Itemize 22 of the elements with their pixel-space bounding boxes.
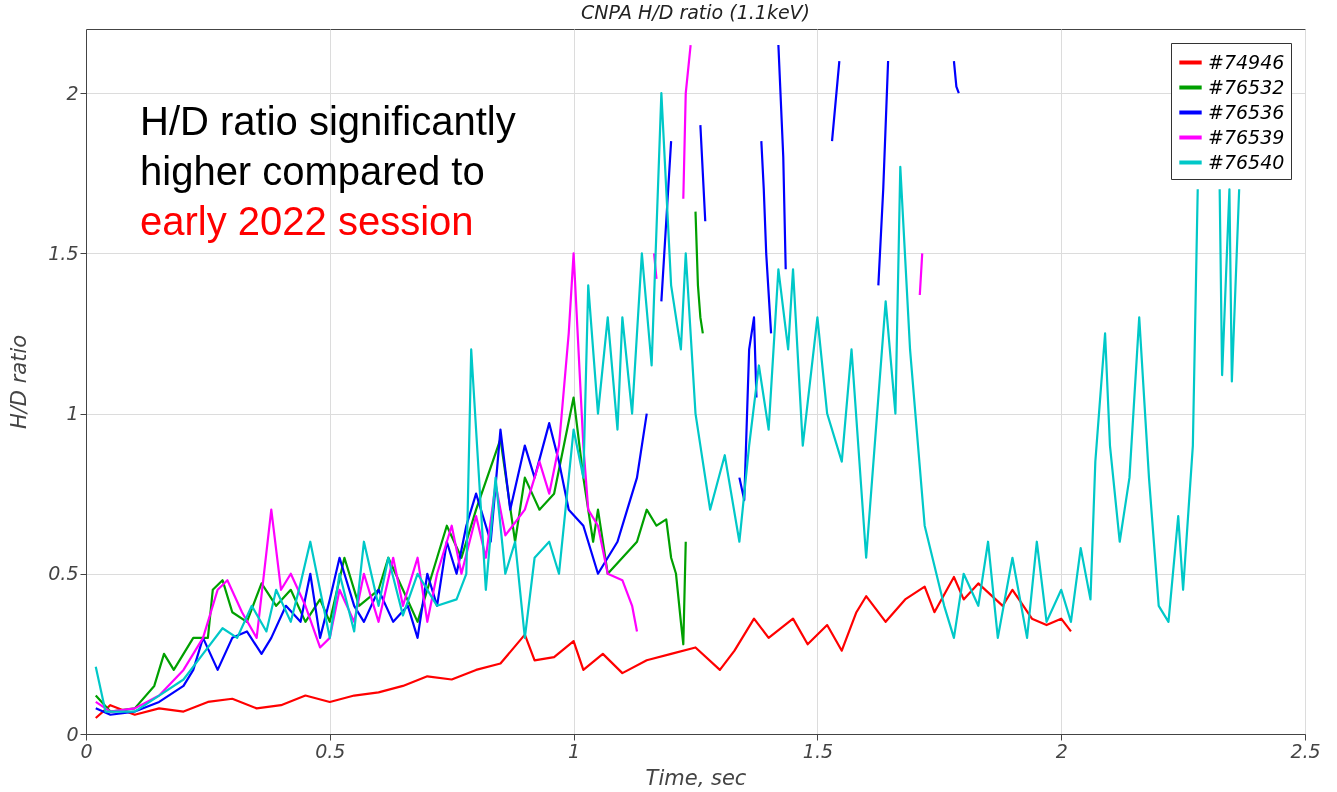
y-tick-label: 0.5	[48, 562, 79, 585]
x-tick-label: 0	[80, 739, 93, 762]
annotation: H/D ratio significantly higher compared to	[140, 99, 516, 193]
y-tick-label: 2	[66, 81, 79, 104]
legend-label: #76539	[1208, 125, 1285, 148]
legend-label: #76536	[1208, 100, 1285, 123]
x-tick-label: 1	[568, 739, 581, 762]
legend-label: #74946	[1208, 50, 1285, 73]
x-tick-label: 1.5	[802, 739, 834, 762]
annotation: early 2022 session	[140, 199, 474, 243]
line-series	[94, 575, 1073, 720]
x-tick-label: 0.5	[315, 739, 346, 762]
legend-label: #76540	[1208, 150, 1285, 173]
x-axis-title: Time, sec	[645, 765, 747, 790]
y-tick-label: 0	[66, 722, 79, 745]
y-tick-label: 1	[66, 402, 79, 425]
x-tick-label: 2.5	[1290, 739, 1321, 762]
legend-label: #76532	[1208, 75, 1285, 98]
y-tick-label: 1.5	[48, 241, 79, 264]
x-tick-label: 2	[1055, 739, 1068, 762]
chart-title: CNPA H/D ratio (1.1keV)	[581, 1, 810, 23]
y-axis-title: H/D ratio	[7, 334, 32, 430]
